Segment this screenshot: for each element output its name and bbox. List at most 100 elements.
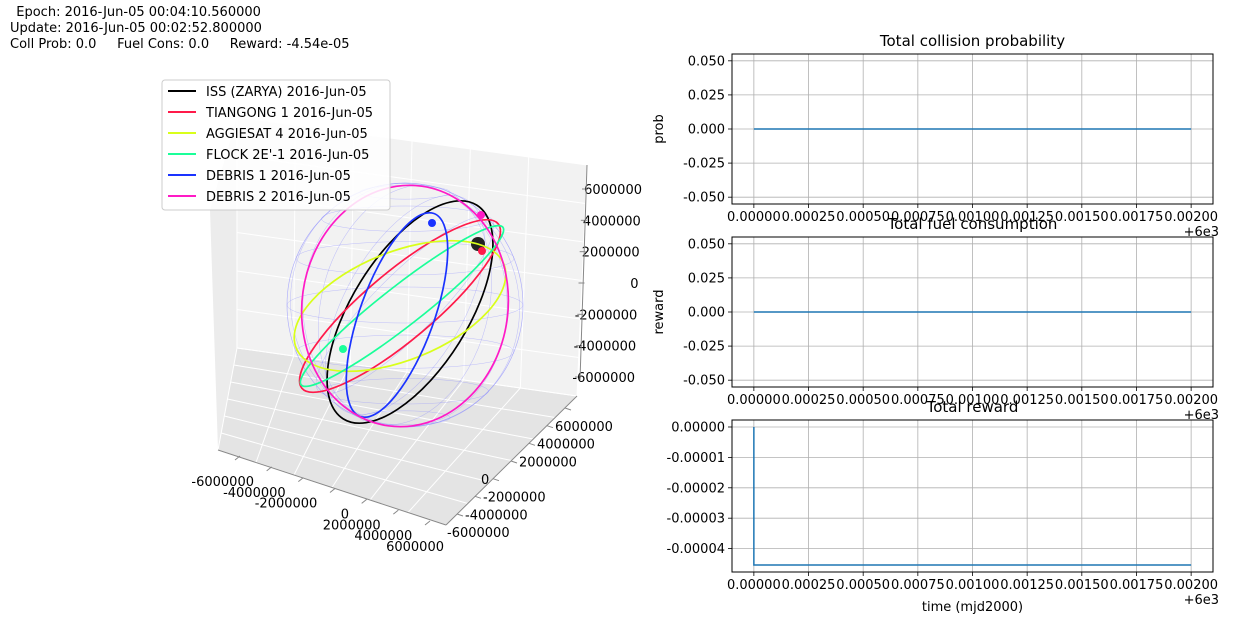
z-tick-label: 0 xyxy=(630,277,638,292)
collision-probability-plot: 0.00000 0.00025 0.00050 0.00075 0.00100 0.001… xyxy=(652,32,1219,240)
legend-entry: TIANGONG 1 2016-Jun-05 xyxy=(205,106,373,121)
plot-frame xyxy=(731,236,1214,388)
status-text: Coll Prob: 0.0 Fuel Cons: 0.0 Reward: -4… xyxy=(10,37,350,52)
legend-entry: FLOCK 2E'-1 2016-Jun-05 xyxy=(206,148,369,163)
satellite-marker xyxy=(428,219,436,227)
legend-entry: DEBRIS 2 2016-Jun-05 xyxy=(206,190,351,205)
plot-title: Total collision probability xyxy=(879,32,1065,50)
x-tick-label: 0.00175 xyxy=(1110,393,1164,408)
x-tick-label: 0.00075 xyxy=(891,578,945,593)
x-tick-label: 0.00025 xyxy=(782,393,836,408)
x-tick-label: 0.00175 xyxy=(1110,210,1164,225)
y-tick-label: -6000000 xyxy=(447,526,510,541)
x-axis-label: time (mjd2000) xyxy=(922,600,1023,615)
y-tick-label: -2000000 xyxy=(483,491,546,506)
x-tick-label: 0.00050 xyxy=(836,578,890,593)
x-tick-label: 0.00200 xyxy=(1164,578,1218,593)
orbit-path xyxy=(300,184,510,428)
x-tick-label: 0.00175 xyxy=(1110,578,1164,593)
y-tick-label: -0.00001 xyxy=(667,451,725,466)
x-tick-label: 0 xyxy=(341,508,349,523)
y-tick-label: 0.050 xyxy=(688,54,725,69)
y-tick-mark xyxy=(456,513,464,517)
x-tick-label: 0.00100 xyxy=(946,210,1000,225)
x-tick-label: 0.00125 xyxy=(1000,578,1054,593)
z-tick-label: 2000000 xyxy=(582,246,640,261)
z-tick-label: -2000000 xyxy=(575,308,638,323)
y-tick-label: 6000000 xyxy=(555,420,613,435)
y-tick-mark xyxy=(510,460,518,464)
z-tick-label: 6000000 xyxy=(584,183,642,198)
x-tick-label: 0.00000 xyxy=(727,578,781,593)
legend-entry: ISS (ZARYA) 2016-Jun-05 xyxy=(206,85,367,100)
x-tick-mark xyxy=(329,488,336,493)
y-tick-mark xyxy=(528,442,536,446)
earth-parallel xyxy=(295,241,515,276)
x-tick-label: -4000000 xyxy=(223,486,286,501)
orbit-path xyxy=(298,218,502,394)
legend-entry: AGGIESAT 4 2016-Jun-05 xyxy=(206,127,368,142)
legend-entry: DEBRIS 1 2016-Jun-05 xyxy=(206,169,351,184)
earth-parallel xyxy=(295,334,515,369)
y-tick-mark xyxy=(474,495,482,499)
z-axis-line xyxy=(579,164,588,381)
epoch-text: Epoch: 2016-Jun-05 00:04:10.560000 xyxy=(8,5,261,20)
y-tick-mark xyxy=(546,425,554,429)
x-tick-label: 4000000 xyxy=(354,529,412,544)
x-tick-mark xyxy=(266,466,272,472)
y-axis-line xyxy=(445,395,578,526)
x-tick-label: 0.00075 xyxy=(891,210,945,225)
x-tick-label: 0.00050 xyxy=(836,210,890,225)
y-tick-label: 0.000 xyxy=(688,306,725,321)
legend-box xyxy=(161,79,391,211)
x-tick-label: 2000000 xyxy=(323,518,381,533)
y-tick-label: 0 xyxy=(481,473,489,488)
y-tick-mark xyxy=(492,478,500,482)
x-tick-label: 0.00075 xyxy=(891,393,945,408)
x-tick-label: 0.00150 xyxy=(1055,393,1109,408)
y-tick-label: 0.000 xyxy=(688,123,725,138)
y-tick-label: -0.00003 xyxy=(667,512,725,527)
x-tick-label: 0.00125 xyxy=(1000,393,1054,408)
earth-meridian xyxy=(325,195,485,415)
x-tick-label: -2000000 xyxy=(255,497,318,512)
x-tick-mark xyxy=(234,455,241,461)
satellite-marker xyxy=(478,247,486,255)
y-tick-label: -0.050 xyxy=(683,374,725,389)
plot-title: Total fuel consumption xyxy=(887,215,1058,233)
y-axis-label: prob xyxy=(652,114,667,144)
earth-parallel xyxy=(286,286,524,324)
satellite-marker xyxy=(339,345,347,353)
x-offset-label: +6e3 xyxy=(1184,593,1219,608)
x-offset-label: +6e3 xyxy=(1184,408,1219,423)
y-tick-mark xyxy=(564,407,572,411)
y-tick-label: -0.00002 xyxy=(667,481,725,496)
y-tick-label: 4000000 xyxy=(537,438,595,453)
orbit-path xyxy=(326,199,494,425)
pane-grid-line xyxy=(236,347,578,397)
total-reward-plot: 0.00000 0.00025 0.00050 0.00075 0.00100 0.001… xyxy=(667,398,1219,615)
x-tick-label: 0.00050 xyxy=(836,393,890,408)
fuel-consumption-plot: 0.00000 0.00025 0.00050 0.00075 0.00100 0.001… xyxy=(652,215,1219,423)
x-tick-label: 0.00200 xyxy=(1164,210,1218,225)
x-tick-mark xyxy=(424,520,431,526)
orbit-path xyxy=(299,224,505,388)
x-offset-label: +6e3 xyxy=(1184,225,1219,240)
x-tick-label: 0.00100 xyxy=(946,393,1000,408)
plot-frame xyxy=(731,53,1214,205)
y-tick-label: 0.025 xyxy=(688,88,725,103)
x-tick-label: 0.00025 xyxy=(782,210,836,225)
y-tick-label: -0.025 xyxy=(683,340,725,355)
pane-grid-line xyxy=(236,309,579,358)
x-tick-label: 6000000 xyxy=(386,540,444,555)
y-tick-label: 0.025 xyxy=(688,271,725,286)
y-tick-label: -0.050 xyxy=(683,191,725,206)
y-tick-label: -0.025 xyxy=(683,157,725,172)
x-tick-label: 0.00000 xyxy=(727,393,781,408)
z-tick-label: -6000000 xyxy=(572,371,635,386)
y-tick-label: 2000000 xyxy=(519,455,577,470)
plot-frame xyxy=(731,419,1214,573)
x-tick-label: 0.00150 xyxy=(1055,210,1109,225)
y-tick-label: 0.050 xyxy=(688,237,725,252)
